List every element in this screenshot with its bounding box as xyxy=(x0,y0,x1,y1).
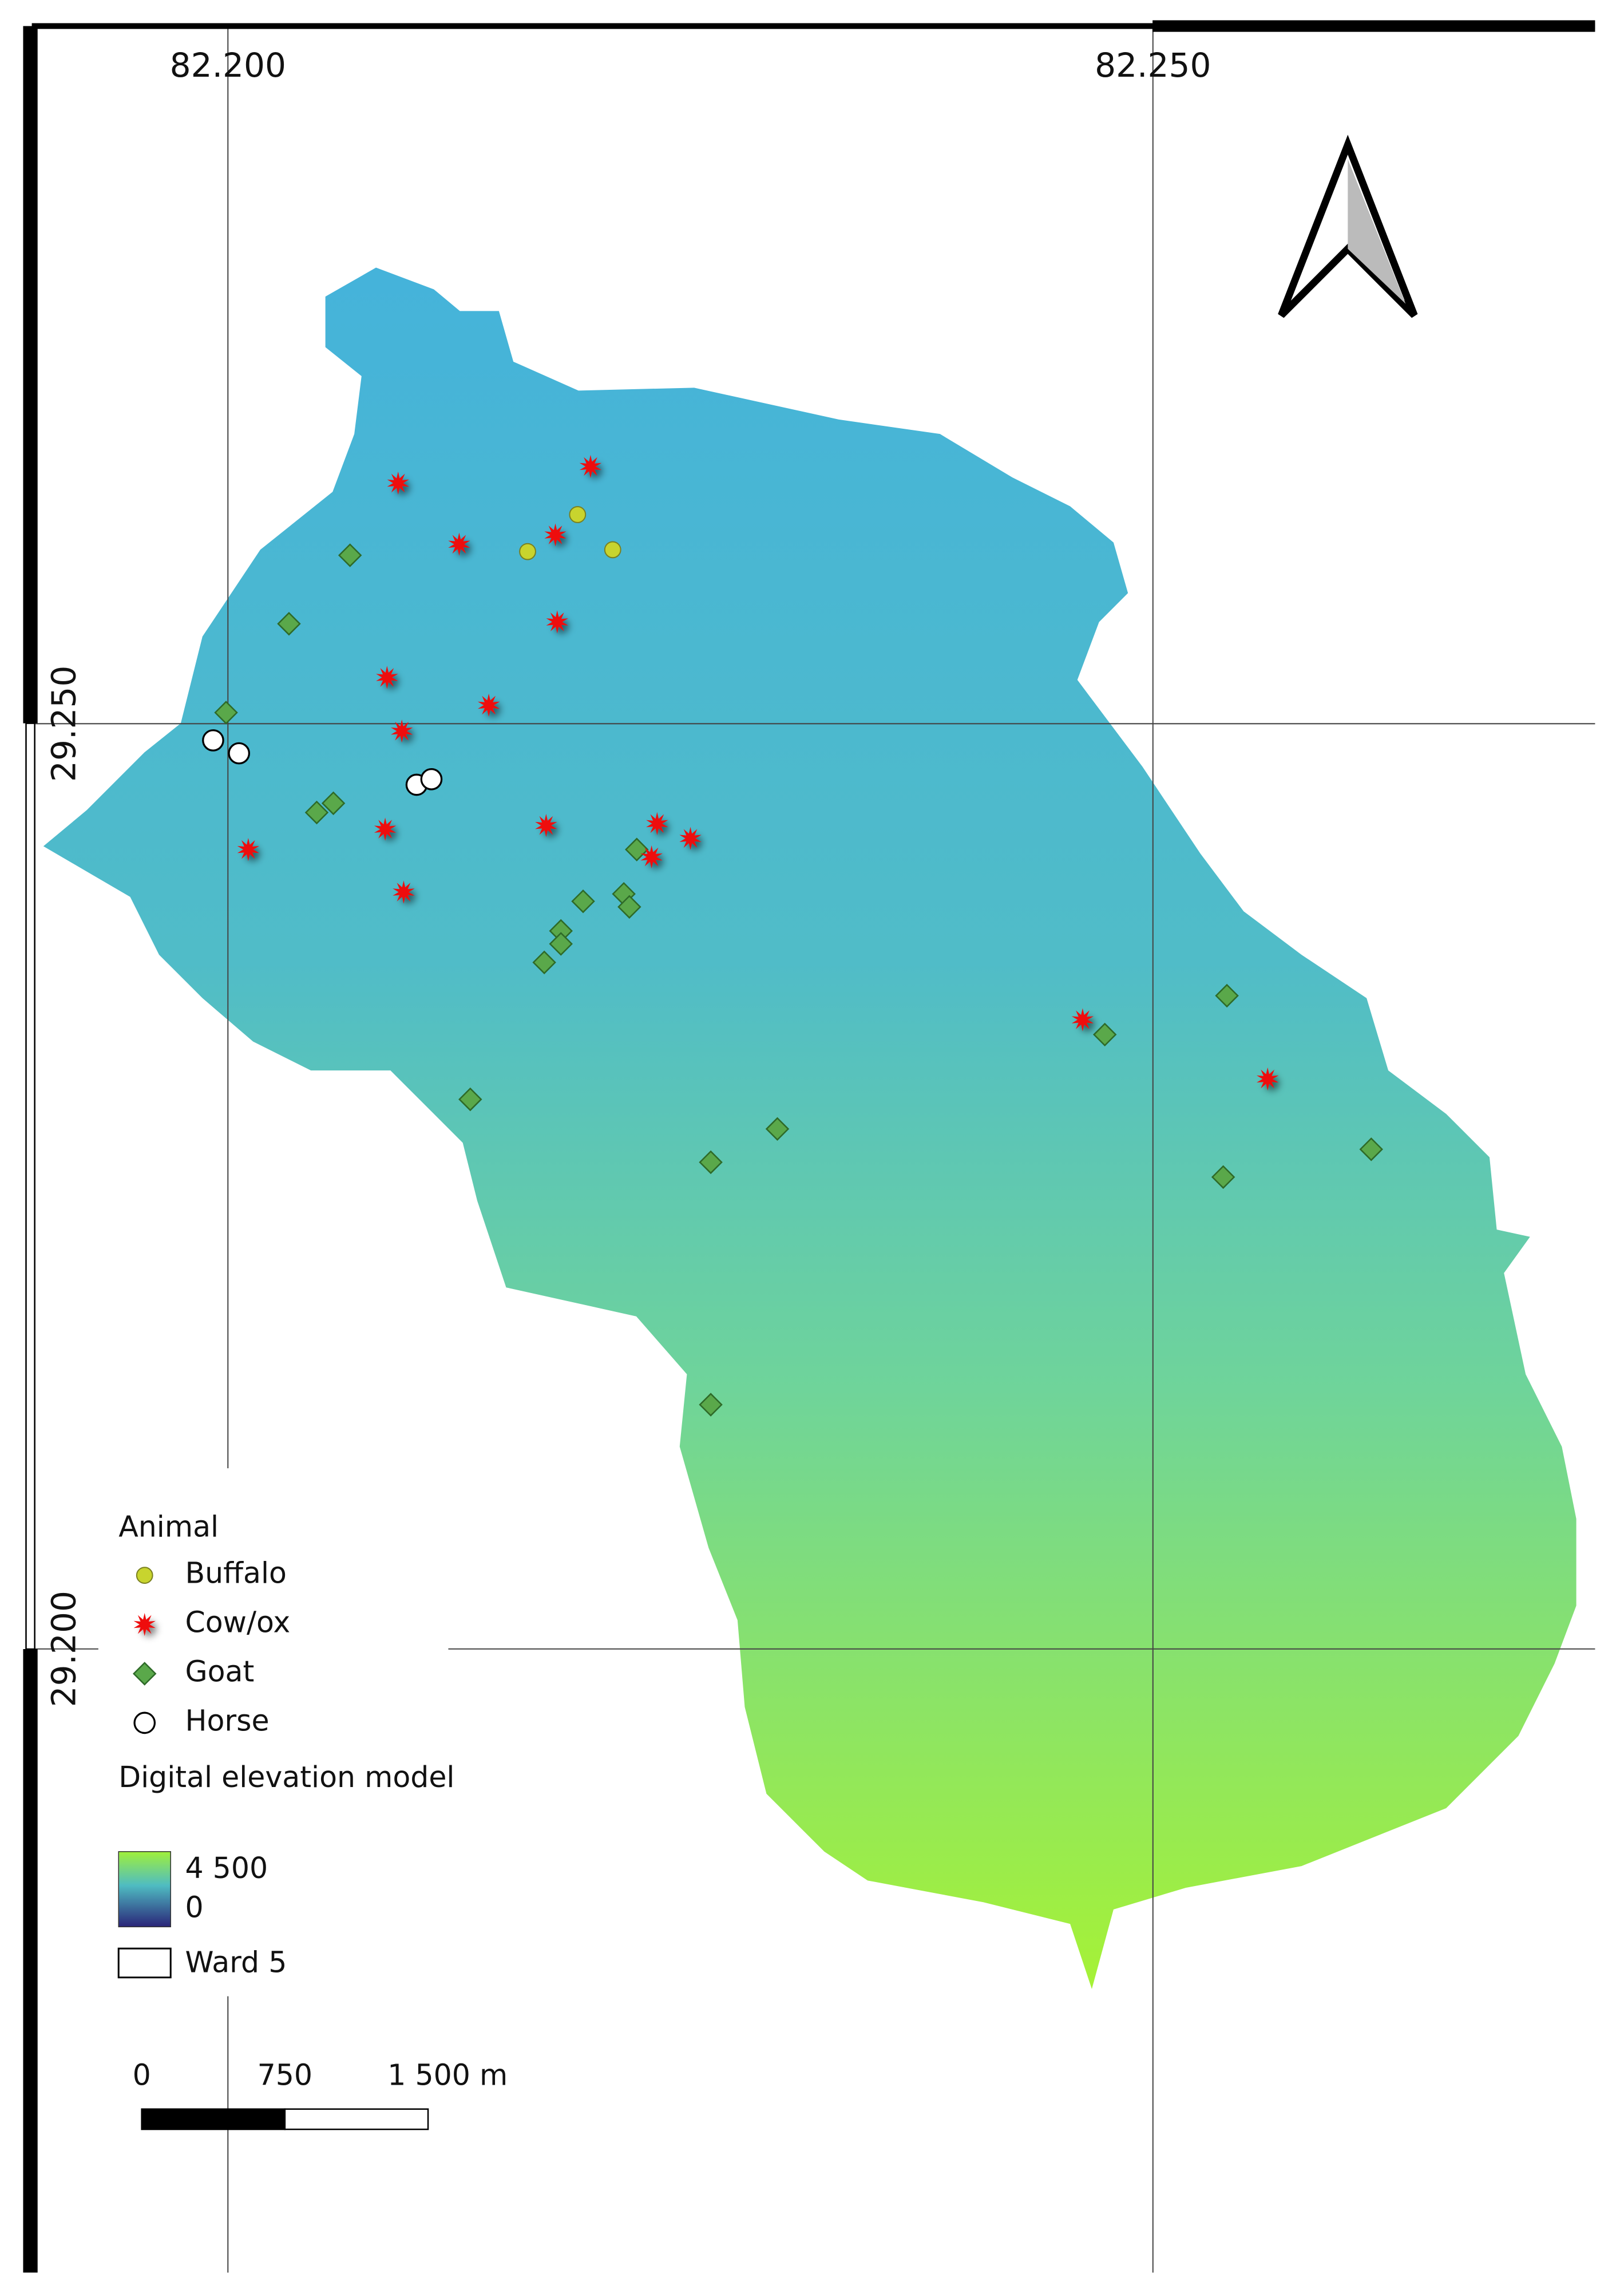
dem-ramp xyxy=(118,1851,171,1927)
legend-symbol xyxy=(132,1662,157,1686)
point-diamond xyxy=(765,1117,790,1141)
legend-symbol xyxy=(136,1567,153,1584)
dem-tick-label: 4 500 xyxy=(185,1851,268,1885)
point-star xyxy=(1071,1008,1094,1031)
boundary-label: Ward 5 xyxy=(185,1945,287,1979)
point-diamond xyxy=(338,543,362,567)
point-diamond xyxy=(532,950,556,975)
point-diamond xyxy=(277,611,301,636)
lon-tick-label: 82.250 xyxy=(1095,46,1211,85)
point-diamond xyxy=(1359,1137,1384,1161)
legend-title: Animal xyxy=(118,1510,219,1544)
boundary-swatch xyxy=(117,1947,172,1979)
point-diamond xyxy=(699,1150,723,1175)
legend-symbol xyxy=(133,1711,156,1734)
point-circle xyxy=(569,506,587,523)
point-star xyxy=(640,845,663,869)
point-star xyxy=(237,837,260,861)
point-diamond xyxy=(549,932,573,956)
point-diamond xyxy=(214,701,238,725)
legend-symbol xyxy=(133,1612,156,1636)
scale-label: 0 xyxy=(133,2058,151,2092)
point-star xyxy=(646,812,668,836)
point-diamond xyxy=(458,1087,482,1112)
point-ring xyxy=(420,768,443,790)
legend-label: Goat xyxy=(185,1654,254,1688)
point-star xyxy=(376,666,398,689)
point-diamond xyxy=(699,1393,723,1417)
legend-label: Buffalo xyxy=(185,1556,286,1590)
scale-segment xyxy=(284,2108,429,2130)
dem-tick-label: 0 xyxy=(185,1890,203,1924)
legend-label: Horse xyxy=(185,1703,269,1737)
point-diamond xyxy=(617,895,641,919)
point-diamond xyxy=(571,889,595,914)
point-star xyxy=(535,813,557,837)
point-diamond xyxy=(1092,1022,1117,1047)
point-star xyxy=(546,610,568,634)
scale-segment xyxy=(141,2108,286,2130)
point-diamond xyxy=(1215,983,1239,1008)
point-ring xyxy=(228,742,251,765)
point-diamond xyxy=(625,837,649,861)
point-star xyxy=(393,880,415,904)
point-star xyxy=(544,523,567,547)
ward-boundary xyxy=(43,267,1577,1989)
scale-label: 750 xyxy=(258,2058,312,2092)
point-star xyxy=(679,827,702,850)
lon-tick-label: 82.200 xyxy=(170,46,286,85)
point-star xyxy=(390,720,413,743)
point-ring xyxy=(202,729,224,752)
point-diamond xyxy=(1211,1165,1235,1189)
legend-label: Cow/ox xyxy=(185,1606,290,1639)
lat-tick-label: 29.250 xyxy=(44,666,83,782)
point-diamond xyxy=(321,791,346,816)
lat-tick-label: 29.200 xyxy=(44,1591,83,1707)
point-star xyxy=(387,471,409,495)
point-star xyxy=(579,454,602,479)
frame xyxy=(23,20,1595,2273)
points xyxy=(202,454,1384,1417)
point-circle xyxy=(519,543,536,560)
point-star xyxy=(1257,1067,1279,1091)
dem-title: Digital elevation model xyxy=(118,1760,454,1794)
point-circle xyxy=(604,541,621,559)
point-star xyxy=(374,817,397,841)
point-star xyxy=(477,693,500,717)
scale-label: 1 500 m xyxy=(387,2058,508,2092)
point-diamond xyxy=(304,800,329,825)
point-star xyxy=(448,532,470,556)
